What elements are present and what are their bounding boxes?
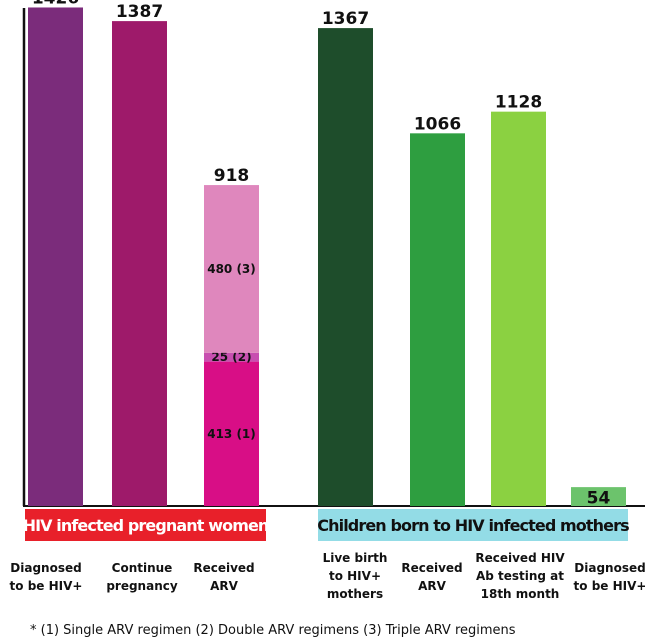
bars: 1426 1387 413 (1) 25 (2) 480 (3) 918 1367 1066 1… (28, 0, 626, 509)
category-label: Received HIV (475, 551, 565, 565)
category-labels: Diagnosed to be HIV+ Continue pregnancy Rece… (10, 551, 645, 601)
bar (571, 487, 626, 506)
bar (318, 28, 373, 507)
category-label: mothers (327, 587, 383, 601)
footnote: * (1) Single ARV regimen (2) Double ARV … (30, 623, 516, 638)
bar-value-label: 54 (587, 489, 611, 509)
bar (28, 7, 83, 506)
group-banner (318, 509, 628, 541)
bar-value-label: 1066 (414, 114, 461, 134)
bar (112, 21, 167, 506)
bar (410, 133, 465, 506)
category-label: Live birth (323, 551, 388, 565)
category-label: Diagnosed (574, 561, 645, 575)
category-label: ARV (418, 579, 447, 593)
category-label: Diagnosed (10, 561, 81, 575)
segment-label: 480 (3) (207, 262, 256, 276)
group-banner (25, 509, 266, 541)
group-label: Children born to HIV infected mothers (317, 516, 629, 535)
category-label: Continue (112, 561, 173, 575)
category-label: Received (401, 561, 462, 575)
category-label: Received (193, 561, 254, 575)
bar (491, 111, 546, 507)
category-label: to be HIV+ (574, 579, 645, 593)
bar-segment-1 (204, 361, 259, 506)
bar-value-label: 1426 (32, 0, 79, 8)
segment-label: 413 (1) (207, 427, 256, 441)
bar-segment-3 (204, 185, 259, 353)
category-label: 18th month (481, 587, 560, 601)
category-label: to HIV+ (329, 569, 381, 583)
bar-segment-2 (204, 352, 259, 362)
bar-value-label: 1367 (322, 9, 369, 29)
category-label: pregnancy (106, 579, 178, 593)
group-banners: HIV infected pregnant women Children born… (23, 509, 630, 541)
bar-value-label: 1387 (116, 2, 163, 22)
segment-label: 25 (2) (211, 350, 251, 364)
category-label: to be HIV+ (10, 579, 83, 593)
category-label: Ab testing at (476, 569, 564, 583)
bar-value-label: 918 (214, 166, 250, 186)
group-label: HIV infected pregnant women (23, 516, 269, 535)
category-label: ARV (210, 579, 239, 593)
bar-value-label: 1128 (495, 93, 542, 113)
